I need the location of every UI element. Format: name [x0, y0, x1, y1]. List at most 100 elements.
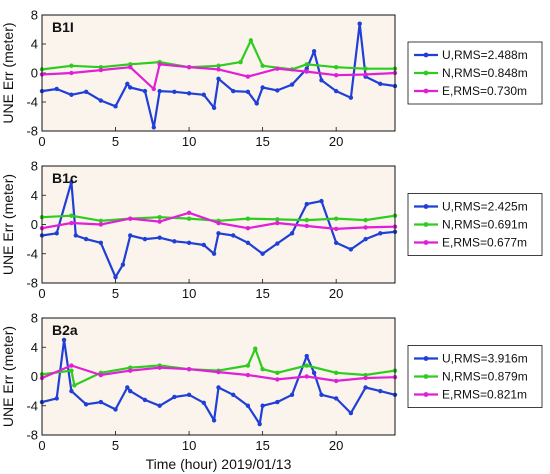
x-axis-label: Time (hour) 2019/01/13 [146, 456, 292, 472]
series-point [216, 385, 221, 390]
series-point [304, 353, 309, 359]
series-point [125, 81, 130, 87]
series-point [211, 105, 217, 111]
series-line-1 [41, 338, 396, 426]
x-tick-label: 0 [38, 134, 45, 149]
series-point [69, 388, 74, 394]
series-point [142, 397, 148, 403]
x-tick-label: 10 [182, 134, 196, 149]
series-point [348, 247, 354, 252]
series-point [157, 403, 162, 408]
series-point [201, 400, 206, 406]
series-point [333, 65, 339, 70]
y-tick-label: 4 [31, 37, 38, 52]
series-point [348, 410, 354, 416]
panel-3: -8 -4 0 4 8 0 5 10 15 20 B2a UNE Err (meter) Time (h… [0, 311, 543, 472]
axes-frame [41, 317, 396, 436]
series-point [211, 418, 217, 423]
series-point [54, 396, 59, 401]
x-tick-label: 10 [182, 438, 196, 453]
series-point [54, 86, 59, 92]
series-point [289, 231, 295, 236]
series-point [69, 363, 74, 368]
series-point [69, 213, 74, 218]
series-point [98, 399, 104, 405]
series-point [186, 65, 192, 70]
series-point [98, 98, 104, 103]
x-tick-label: 20 [329, 286, 343, 301]
series-point [98, 372, 104, 378]
series-point [73, 233, 79, 238]
series-line-1 [41, 181, 396, 279]
series-point [83, 236, 89, 242]
series-point [157, 365, 162, 370]
series-point [69, 368, 74, 373]
axes-frame [41, 165, 396, 284]
x-tick-label: 5 [112, 438, 119, 453]
y-axis-label: UNE Err (meter) [0, 174, 16, 275]
series-point [275, 399, 280, 405]
series-point [69, 92, 74, 97]
series-point [151, 86, 156, 92]
series-point [128, 368, 133, 373]
series-point [186, 216, 192, 221]
series-point [142, 236, 148, 242]
legend-marker [423, 240, 429, 245]
series-point [304, 69, 309, 74]
plot-area [42, 15, 395, 131]
series-point [254, 101, 259, 106]
series-point [245, 403, 251, 408]
series-point [98, 67, 104, 73]
series-point [363, 217, 368, 223]
y-tick-label: 4 [31, 188, 38, 203]
legend-marker [423, 52, 429, 58]
series-point [216, 369, 221, 375]
y-tick-label: -4 [26, 246, 38, 261]
y-tick-label: 8 [31, 8, 38, 23]
y-tick-label: 8 [31, 159, 38, 174]
legend-entry: N,RMS=0.879m [442, 370, 528, 384]
series-point [275, 66, 280, 71]
legend: U,RMS=2.425m N,RMS=0.691m E,RMS=0.677m [407, 193, 543, 256]
series-point [363, 72, 368, 77]
series-point [333, 216, 339, 221]
series-point [260, 403, 265, 408]
series-point [378, 388, 383, 394]
legend-entry: U,RMS=2.488m [442, 48, 528, 62]
series-point [216, 231, 221, 236]
legend-marker [423, 204, 429, 209]
series-point [61, 337, 67, 343]
series-point [311, 370, 317, 376]
series-point [289, 392, 295, 397]
legend-marker [423, 70, 429, 76]
y-tick-label: 4 [31, 340, 38, 355]
series-point [333, 72, 339, 78]
series-line-3 [41, 63, 396, 91]
series-point [319, 198, 324, 204]
series-point [363, 236, 368, 242]
series-point [128, 85, 133, 90]
series-point [319, 78, 324, 83]
series-point [304, 62, 309, 67]
axes-frame [41, 14, 396, 132]
series-point [98, 240, 104, 245]
series-point [211, 251, 217, 256]
series-point [257, 421, 262, 427]
series-point [157, 219, 162, 224]
series-point [201, 242, 206, 248]
series-point [275, 220, 280, 226]
series-point [98, 222, 104, 227]
series-point [245, 216, 251, 221]
panel-2: -8 -4 0 4 8 0 5 10 15 20 B1c UNE Err (meter) U,RMS=2… [0, 159, 543, 301]
series-point [172, 394, 177, 400]
series-point [216, 220, 221, 226]
series-point [157, 235, 162, 240]
series-point [54, 231, 59, 236]
x-tick-label: 5 [112, 286, 119, 301]
y-tick-label: 0 [31, 66, 38, 81]
y-tick-label: -4 [26, 95, 38, 110]
legend-marker [423, 392, 429, 397]
series-point [333, 370, 339, 376]
series-point [304, 374, 309, 379]
series-point [333, 226, 339, 232]
